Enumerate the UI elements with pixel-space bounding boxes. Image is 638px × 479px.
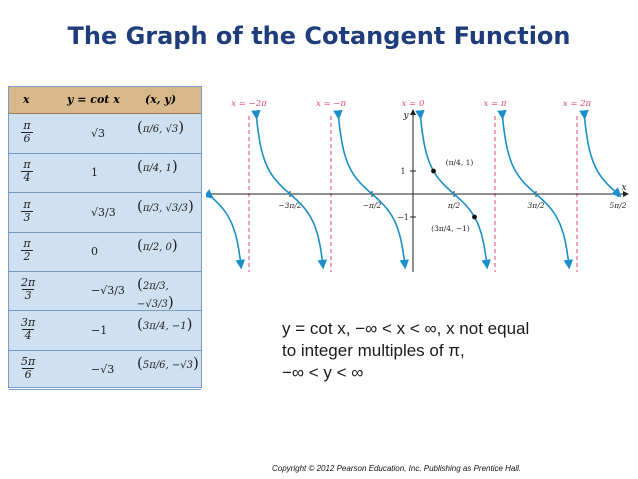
caption: y = cot x, −∞ < x < ∞, x not equal to in… bbox=[282, 318, 632, 384]
point-text: π/2, 0 bbox=[142, 241, 172, 253]
x-denominator: 3 bbox=[22, 289, 35, 302]
y-tick-label: −1 bbox=[397, 213, 409, 222]
cotangent-branch bbox=[206, 189, 246, 270]
caption-line-1: y = cot x, −∞ < x < ∞, x not equal bbox=[282, 319, 530, 338]
x-numerator: π bbox=[23, 197, 31, 211]
table-row: π 4 1 (π/4, 1) bbox=[9, 153, 201, 194]
values-table: x y = cot x (x, y) π 6 √3 (π/6, √3) π 4 1 (π/4,… bbox=[8, 86, 202, 390]
table-row: 3π 4 −1 (3π/4, −1) bbox=[9, 311, 201, 351]
x-value: 5π 6 bbox=[21, 354, 36, 381]
y-value: 0 bbox=[91, 244, 98, 258]
point-text: 5π/6, −√3 bbox=[142, 359, 193, 371]
table-header: x y = cot x (x, y) bbox=[9, 87, 201, 114]
asymptote-label: x = −2π bbox=[231, 99, 267, 109]
x-value: 3π 4 bbox=[21, 315, 36, 342]
asymptote-label: x = 2π bbox=[563, 99, 592, 109]
asymptote-label: x = 0 bbox=[402, 99, 425, 109]
point-text: π/6, √3 bbox=[142, 124, 179, 135]
cotangent-branch bbox=[497, 109, 574, 270]
table-row: π 2 0 (π/2, 0) bbox=[9, 232, 201, 272]
cotangent-branch bbox=[415, 109, 492, 270]
y-value: −√3/3 bbox=[91, 284, 125, 298]
cotangent-branch bbox=[333, 109, 410, 270]
point-value: (3π/4, −1) bbox=[137, 314, 193, 333]
x-denominator: 3 bbox=[21, 210, 33, 224]
x-denominator: 2 bbox=[21, 249, 33, 263]
point-value: (π/6, √3) bbox=[137, 118, 185, 136]
y-value: −1 bbox=[91, 323, 108, 337]
table-row: π 3 √3/3 (π/3, √3/3) bbox=[9, 193, 201, 233]
table-row: 2π 3 −√3/3 (2π/3, −√3/3) bbox=[9, 271, 201, 312]
y-value: √3 bbox=[91, 127, 106, 140]
x-value: 2π 3 bbox=[21, 277, 35, 302]
point-value: (5π/6, −√3) bbox=[137, 353, 199, 372]
plotted-point bbox=[472, 214, 477, 220]
point-value: (2π/3, −√3/3) bbox=[137, 275, 174, 312]
x-numerator: π bbox=[23, 236, 31, 250]
asymptote-label: x = −π bbox=[316, 99, 346, 109]
caption-line-3: −∞ < y < ∞ bbox=[282, 363, 364, 382]
x-numerator: π bbox=[23, 158, 31, 172]
point-text: π/3, √3/3 bbox=[142, 202, 188, 214]
x-tick-label: 3π/2 bbox=[528, 201, 545, 210]
y-value: √3/3 bbox=[91, 205, 116, 219]
x-tick-label: π/2 bbox=[447, 201, 460, 210]
page-title: The Graph of the Cotangent Function bbox=[67, 22, 571, 50]
x-numerator: 2π bbox=[21, 276, 36, 290]
y-value: −√3 bbox=[91, 362, 115, 376]
x-axis-label: x bbox=[621, 183, 626, 193]
x-numerator: 3π bbox=[21, 315, 36, 329]
cotangent-branch bbox=[579, 109, 622, 198]
y-value: 1 bbox=[91, 166, 98, 180]
y-axis-label: y bbox=[402, 111, 409, 121]
x-numerator: π bbox=[23, 119, 31, 132]
cotangent-branch bbox=[251, 109, 328, 270]
x-tick-label: 5π/2 bbox=[610, 201, 627, 210]
point-value: (π/2, 0) bbox=[137, 235, 178, 254]
copyright-note: Copyright © 2012 Pearson Education, Inc.… bbox=[272, 464, 522, 473]
point-value: (π/3, √3/3) bbox=[137, 196, 194, 215]
point-label: (π/4, 1) bbox=[446, 158, 474, 167]
point-text: 2π/3, −√3/3 bbox=[137, 281, 169, 311]
x-denominator: 6 bbox=[22, 367, 35, 381]
y-tick-label: 1 bbox=[400, 167, 405, 176]
header-point: (x, y) bbox=[145, 93, 177, 106]
plotted-point bbox=[431, 168, 436, 174]
table-row: 5π 6 −√3 (5π/6, −√3) bbox=[9, 350, 201, 390]
x-tick-label: −π/2 bbox=[363, 201, 382, 210]
point-text: π/4, 1 bbox=[142, 163, 172, 175]
x-denominator: 4 bbox=[21, 171, 33, 184]
header-y: y = cot x bbox=[67, 93, 120, 106]
caption-line-2: to integer multiples of π, bbox=[282, 341, 465, 360]
point-value: (π/4, 1) bbox=[137, 157, 178, 176]
point-text: 3π/4, −1 bbox=[142, 320, 187, 332]
table-row: π 6 √3 (π/6, √3) bbox=[9, 114, 201, 154]
header-x: x bbox=[23, 93, 30, 106]
x-denominator: 4 bbox=[22, 328, 35, 342]
asymptote-label: x = π bbox=[484, 99, 507, 109]
x-numerator: 5π bbox=[21, 354, 36, 368]
x-denominator: 6 bbox=[21, 132, 33, 145]
point-label: (3π/4, −1) bbox=[431, 224, 470, 233]
